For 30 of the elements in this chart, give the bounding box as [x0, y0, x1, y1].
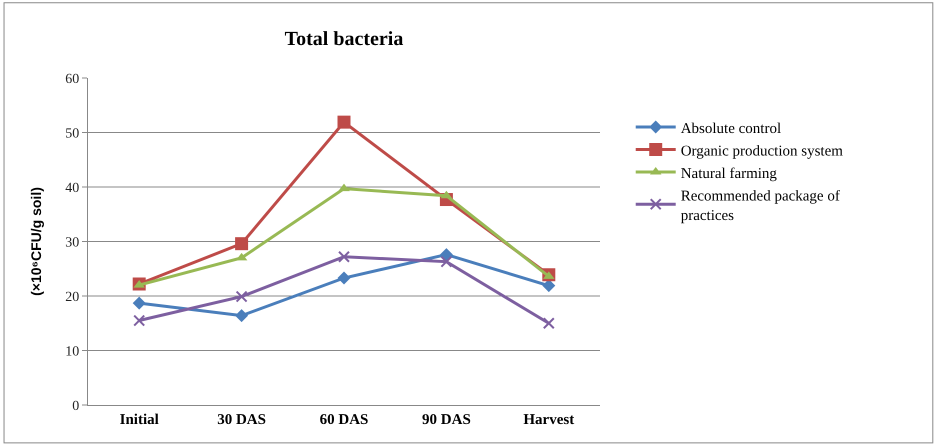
y-tick-label: 10: [65, 344, 80, 360]
legend-label: Natural farming: [680, 166, 778, 182]
point: [235, 309, 248, 322]
x-tick-label: 30 DAS: [217, 412, 266, 428]
x-tick-label: 90 DAS: [422, 412, 471, 428]
point: [236, 290, 248, 303]
point: [338, 272, 350, 285]
point: [338, 250, 350, 263]
legend-label: Organic production system: [680, 143, 844, 160]
point: [542, 317, 555, 330]
point: [338, 116, 350, 129]
x-tick-label: 60 DAS: [320, 412, 368, 428]
x-tick-label: Initial: [120, 412, 159, 428]
y-axis-title: (×10⁶CFU/g soil): [28, 187, 44, 296]
legend-label: Recommended package of practices: [680, 188, 840, 224]
y-tick-label: 40: [65, 180, 80, 196]
y-tick-label: 30: [65, 235, 80, 250]
point: [440, 256, 452, 268]
point: [542, 279, 556, 292]
point: [132, 296, 146, 310]
chart-title: Total bacteria: [284, 28, 404, 50]
point: [133, 314, 146, 327]
y-tick-label: 0: [72, 398, 80, 414]
y-tick-label: 20: [65, 290, 80, 305]
point: [440, 248, 453, 262]
point: [235, 237, 248, 250]
y-tick-label: 50: [65, 126, 80, 142]
y-tick-label: 60: [65, 72, 80, 87]
legend-label: Absolute control: [680, 120, 782, 137]
x-tick-label: Harvest: [523, 412, 574, 428]
